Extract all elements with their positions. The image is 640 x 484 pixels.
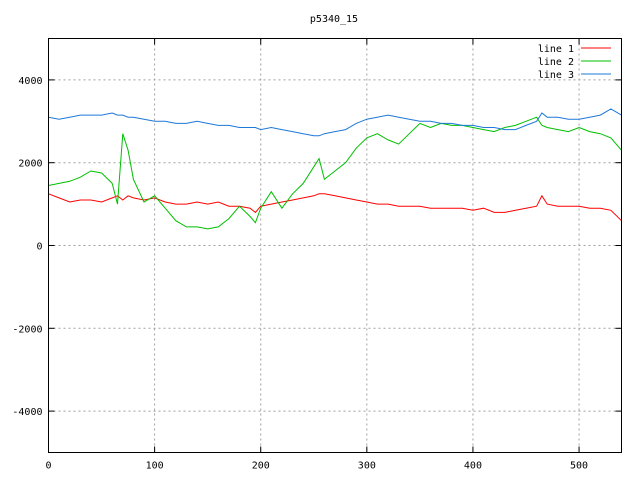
- x-tick-label: 500: [570, 461, 588, 472]
- chart-title: p5340_15: [310, 14, 358, 25]
- x-tick-label: 200: [252, 461, 270, 472]
- legend: line 1 line 2 line 3: [538, 44, 611, 81]
- grid-lines: [48, 38, 622, 453]
- y-tick-label: -4000: [12, 407, 42, 418]
- legend-label-1: line 1: [538, 44, 574, 55]
- series-line-3: [48, 108, 622, 137]
- series-lines: [48, 108, 622, 230]
- series-line-2: [48, 116, 622, 230]
- y-tick-label: 0: [36, 242, 42, 253]
- x-tick-label: 400: [464, 461, 482, 472]
- y-tick-label: -2000: [12, 324, 42, 335]
- y-tick-label: 2000: [18, 159, 42, 170]
- y-tick-label: 4000: [18, 76, 42, 87]
- x-tick-label: 300: [358, 461, 376, 472]
- x-tick-label: 100: [146, 461, 164, 472]
- legend-label-3: line 3: [538, 70, 574, 81]
- series-line-1: [48, 193, 622, 222]
- x-tick-label: 0: [45, 461, 51, 472]
- plot-frame: [48, 38, 622, 453]
- legend-label-2: line 2: [538, 57, 574, 68]
